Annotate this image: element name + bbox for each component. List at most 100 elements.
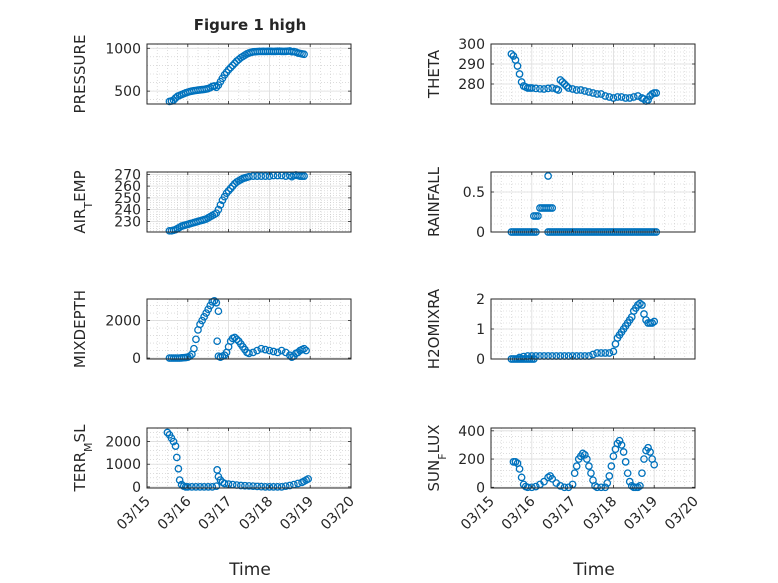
data-point [198,316,206,325]
data-point [617,441,626,449]
data-point [257,482,266,491]
y-tick-label: 2 [476,292,485,308]
y-axis-label: PRESSURE [71,35,89,114]
y-tick-label: 0.5 [463,185,485,201]
data-point [613,93,622,101]
data-point [241,481,249,490]
data-point [273,348,282,357]
data-point [583,455,591,463]
data-point [163,428,172,437]
data-point [638,469,646,478]
y-tick-label: 0 [476,352,485,368]
data-point [214,307,223,316]
data-point [644,443,652,452]
data-point [302,346,310,355]
data-point [169,437,178,446]
data-point [534,212,542,220]
y-axis-label: RAINFALL [425,166,443,237]
data-point [513,62,522,70]
data-point [540,477,548,486]
scatter-series [507,50,661,105]
data-point [230,59,239,68]
axes-box [490,427,696,489]
data-point [605,472,614,480]
data-point [212,482,221,491]
data-point [212,298,221,307]
data-point [527,483,536,492]
data-point [619,448,628,456]
data-point [572,462,581,470]
data-point [509,52,518,60]
y-tick-label: 2000 [105,435,141,451]
data-point [621,458,630,466]
data-point [652,89,661,97]
data-point [576,86,585,94]
data-point [640,455,648,463]
data-point [554,86,563,94]
data-point [212,83,221,92]
data-point [636,482,644,490]
data-point [228,61,237,70]
data-point [636,299,644,308]
y-tick-label: 0 [132,480,141,496]
y-tick-label: 500 [114,84,141,100]
data-point [285,481,294,490]
y-tick-label: 280 [458,77,485,93]
data-point [236,481,245,490]
data-point [245,349,253,358]
data-point [196,483,204,491]
data-point [593,90,601,98]
data-point [560,80,569,88]
data-point [249,482,257,491]
data-point [210,297,219,305]
y-axis-label: THETA [425,49,443,99]
data-point [607,462,616,470]
y-tick-label: 200 [458,452,485,468]
data-point [603,479,612,487]
data-point [548,474,557,483]
data-point [228,182,237,190]
data-point [640,95,648,103]
data-point [548,204,557,212]
data-point [597,90,606,98]
data-point [562,82,571,90]
data-point [507,50,516,58]
y-tick-label: 0 [476,225,485,241]
data-point [261,483,270,491]
data-point [226,63,235,72]
data-point [609,452,618,461]
data-point [226,184,235,193]
data-point [200,483,208,491]
data-point [257,172,266,180]
data-point [515,465,524,473]
data-point [544,84,552,93]
data-point [206,301,215,310]
axes-box [146,427,352,489]
data-point [597,349,606,357]
data-point [556,482,565,490]
data-point [648,319,657,327]
data-point [589,89,597,97]
data-point [281,482,290,491]
data-point [629,93,638,101]
data-point [615,436,624,445]
data-point [200,312,208,321]
data-point [171,442,180,450]
data-point [213,337,222,346]
data-point [540,85,548,93]
data-point [601,92,610,100]
data-point [519,352,528,361]
data-point [175,476,184,484]
data-point [202,309,211,317]
figure-title: Figure 1 high [194,16,307,34]
data-point [169,96,178,104]
data-point [220,479,229,488]
subplot-6: 0 1 2 H2OMIXRA [425,288,696,369]
data-point [597,483,606,492]
data-point [277,483,286,491]
data-point [593,483,601,492]
data-point [300,344,308,353]
data-point [515,70,524,78]
data-point [188,483,196,491]
